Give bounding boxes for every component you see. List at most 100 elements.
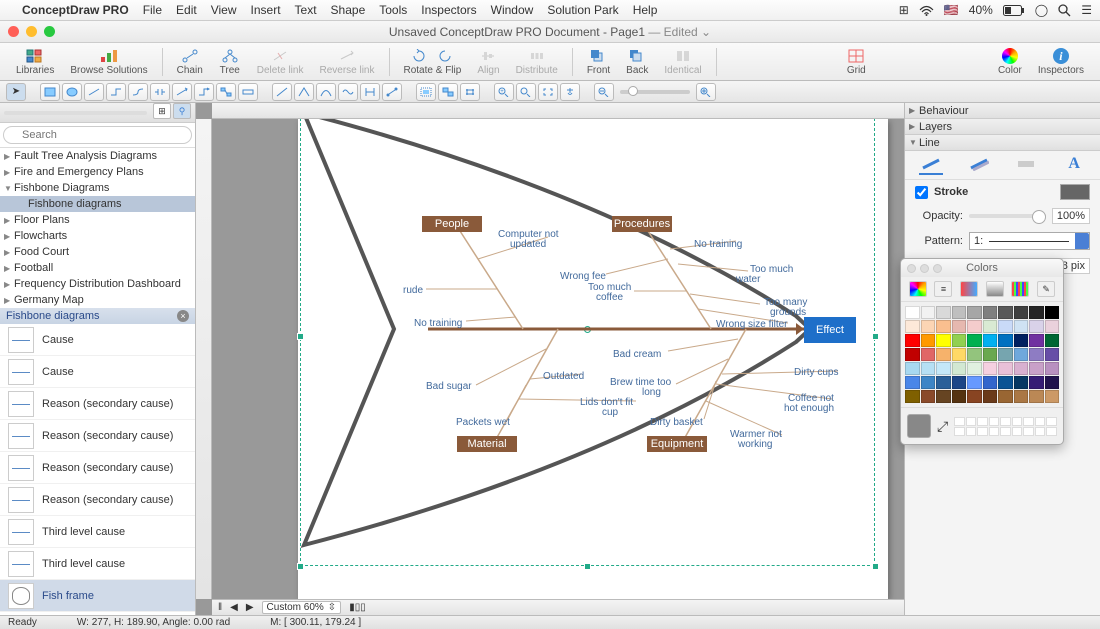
line-6[interactable] [382, 83, 402, 101]
color-swatch[interactable] [936, 306, 951, 319]
color-swatch[interactable] [1014, 348, 1029, 361]
color-swatch[interactable] [1014, 362, 1029, 375]
current-color-swatch[interactable] [907, 414, 931, 438]
browse-solutions-button[interactable]: Browse Solutions [70, 47, 147, 76]
tree-item[interactable]: ▶Floor Plans [0, 212, 195, 228]
color-swatch[interactable] [1045, 334, 1060, 347]
colors-min[interactable] [920, 264, 929, 273]
cause-label[interactable]: Dirty basket [650, 417, 703, 428]
color-palette-mode[interactable] [960, 281, 978, 297]
color-swatch[interactable] [921, 334, 936, 347]
tree-item[interactable]: ▼Fishbone Diagrams [0, 180, 195, 196]
tree-item[interactable]: ▶Flowcharts [0, 228, 195, 244]
color-swatch[interactable] [1014, 320, 1029, 333]
zoom-out[interactable] [516, 83, 536, 101]
color-swatch[interactable] [1014, 306, 1029, 319]
nav-next-icon[interactable]: ▶ [246, 602, 254, 613]
color-swatch[interactable] [1029, 348, 1044, 361]
category-box[interactable]: Material [457, 436, 517, 452]
color-swatch[interactable] [1045, 362, 1060, 375]
color-button[interactable]: Color [998, 47, 1022, 76]
pointer-tool[interactable]: ➤ [6, 83, 26, 101]
zoom-minus[interactable] [594, 83, 614, 101]
minimize-window-button[interactable] [26, 26, 37, 37]
libraries-button[interactable]: Libraries [16, 47, 54, 76]
ellipse-tool[interactable] [62, 83, 82, 101]
color-swatch[interactable] [952, 306, 967, 319]
distribute-button[interactable]: Distribute [516, 47, 558, 76]
layers-section[interactable]: ▶Layers [905, 119, 1100, 135]
color-pencils-mode[interactable]: ✎ [1037, 281, 1055, 297]
zoom-window-button[interactable] [44, 26, 55, 37]
app-name[interactable]: ConceptDraw PRO [22, 3, 129, 17]
cause-label[interactable]: Brew time too [610, 377, 671, 388]
stroke-color-swatch[interactable] [1060, 184, 1090, 200]
cause-label[interactable]: Dirty cups [794, 367, 838, 378]
library-item[interactable]: Reason (secondary cause) [0, 388, 195, 420]
cause-label[interactable]: grounds [770, 307, 806, 318]
cause-label[interactable]: Outdated [543, 371, 584, 382]
connector-5[interactable] [172, 83, 192, 101]
menu-insert[interactable]: Insert [251, 3, 281, 17]
color-swatch[interactable] [983, 390, 998, 403]
color-swatch[interactable] [936, 334, 951, 347]
custom-swatch[interactable] [966, 427, 977, 436]
cause-label[interactable]: updated [510, 239, 546, 250]
color-swatch[interactable] [905, 362, 920, 375]
color-swatch[interactable] [1045, 390, 1060, 403]
group-2[interactable] [438, 83, 458, 101]
color-swatch[interactable] [998, 376, 1013, 389]
line-2[interactable] [294, 83, 314, 101]
color-swatch[interactable] [936, 390, 951, 403]
opacity-slider[interactable] [969, 214, 1046, 218]
color-swatch[interactable] [1029, 334, 1044, 347]
effect-box[interactable]: Effect [804, 317, 856, 343]
reverse-link-button[interactable]: Reverse link [319, 47, 374, 76]
cause-label[interactable]: No training [694, 239, 742, 250]
wifi-icon[interactable] [919, 5, 934, 16]
grid-button[interactable]: Grid [845, 47, 867, 76]
color-swatch[interactable] [1029, 390, 1044, 403]
color-swatch[interactable] [921, 362, 936, 375]
color-swatch[interactable] [1045, 306, 1060, 319]
tree-item[interactable]: ▶Germany Map [0, 292, 195, 308]
custom-swatch[interactable] [977, 417, 988, 426]
category-box[interactable]: Equipment [647, 436, 707, 452]
spotlight-icon[interactable]: ◯ [1035, 3, 1048, 17]
line-section[interactable]: ▼Line [905, 135, 1100, 151]
stroke-checkbox[interactable] [915, 186, 928, 199]
color-wheel-mode[interactable] [909, 281, 927, 297]
color-crayons-mode[interactable] [1011, 281, 1029, 297]
color-swatch[interactable] [952, 348, 967, 361]
canvas[interactable]: Effect PeopleProceduresMaterialEquipment… [212, 119, 904, 599]
rect-tool[interactable] [40, 83, 60, 101]
color-swatch[interactable] [1045, 348, 1060, 361]
colors-zoom[interactable] [933, 264, 942, 273]
rotate-flip-button[interactable]: Rotate & Flip [404, 47, 462, 76]
tree-button[interactable]: Tree [219, 47, 241, 76]
chain-button[interactable]: Chain [177, 47, 203, 76]
identical-button[interactable]: Identical [664, 47, 701, 76]
left-tab-grid[interactable]: ⊞ [153, 103, 171, 119]
colors-close[interactable] [907, 264, 916, 273]
color-swatch[interactable] [983, 306, 998, 319]
color-swatch[interactable] [905, 376, 920, 389]
zoom-in[interactable]: + [494, 83, 514, 101]
color-swatch[interactable] [1029, 362, 1044, 375]
line-3[interactable] [316, 83, 336, 101]
color-swatch[interactable] [998, 320, 1013, 333]
color-swatch[interactable] [952, 362, 967, 375]
color-swatch[interactable] [967, 334, 982, 347]
color-swatch[interactable] [983, 376, 998, 389]
library-item[interactable]: Third level cause [0, 516, 195, 548]
cause-label[interactable]: rude [403, 285, 423, 296]
cause-label[interactable]: Bad sugar [426, 381, 472, 392]
color-swatch[interactable] [967, 390, 982, 403]
nav-prev-icon[interactable]: ◀ [230, 602, 238, 613]
color-swatch[interactable] [921, 306, 936, 319]
custom-swatch[interactable] [1023, 417, 1034, 426]
color-swatch[interactable] [936, 320, 951, 333]
cause-label[interactable]: hot enough [784, 403, 834, 414]
color-swatch[interactable] [998, 390, 1013, 403]
color-swatch[interactable] [983, 320, 998, 333]
